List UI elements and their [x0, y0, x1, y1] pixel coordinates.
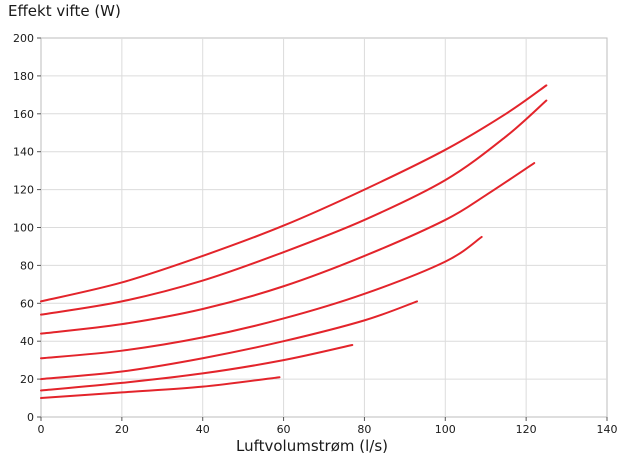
y-tick-label: 60: [20, 297, 34, 310]
y-tick-label: 0: [27, 411, 34, 424]
series-line-6: [40, 343, 354, 392]
y-tick-label: 180: [13, 70, 34, 83]
y-tick-label: 40: [20, 335, 34, 348]
y-tick-label: 80: [20, 259, 34, 272]
x-tick-label: 0: [38, 423, 45, 436]
x-axis-ticks: 0 20 40 60 80 100 120 140: [38, 417, 618, 436]
series-line-5: [40, 300, 418, 381]
series-line-1: [40, 84, 548, 303]
y-tick-label: 100: [13, 222, 34, 235]
x-tick-label: 80: [357, 423, 371, 436]
x-tick-label: 120: [516, 423, 537, 436]
y-axis-title: Effekt vifte (W): [8, 2, 121, 20]
y-axis-ticks: 0 20 40 60 80 100 120 140 160 180 200: [13, 32, 41, 424]
x-axis-title: Luftvolumstrøm (l/s): [236, 437, 388, 455]
y-tick-label: 160: [13, 108, 34, 121]
series-line-3: [40, 162, 536, 335]
y-tick-label: 200: [13, 32, 34, 45]
grid: [41, 38, 607, 417]
x-tick-label: 140: [597, 423, 618, 436]
x-tick-label: 40: [196, 423, 210, 436]
y-tick-label: 20: [20, 373, 34, 386]
series-line-4: [40, 235, 483, 360]
x-tick-label: 60: [277, 423, 291, 436]
series-lines: [40, 84, 548, 400]
x-tick-label: 100: [435, 423, 456, 436]
y-tick-label: 120: [13, 184, 34, 197]
series-line-2: [40, 99, 548, 316]
x-tick-label: 20: [115, 423, 129, 436]
series-line-7: [40, 376, 281, 400]
y-tick-label: 140: [13, 146, 34, 159]
